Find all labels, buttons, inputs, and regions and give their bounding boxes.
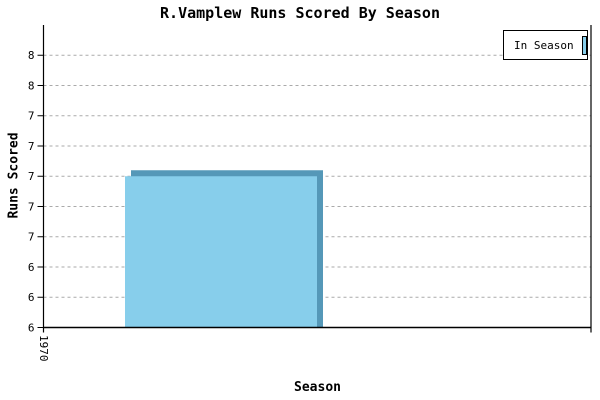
bar-1970-in-season[interactable] <box>125 176 317 328</box>
y-tick-label: 7 <box>28 170 35 183</box>
y-tick-label: 6 <box>28 291 35 304</box>
y-tick-label: 7 <box>28 200 35 213</box>
legend-item-label: In Season <box>514 38 574 52</box>
chart-title: R.Vamplew Runs Scored By Season <box>160 4 440 22</box>
y-tick-label: 7 <box>28 110 35 123</box>
x-axis-title: Season <box>294 380 341 395</box>
y-tick-label: 7 <box>28 231 35 244</box>
legend-swatch-icon <box>581 35 587 55</box>
y-tick-label: 7 <box>28 140 35 153</box>
y-tick-label: 8 <box>28 79 35 92</box>
y-tick-label: 8 <box>28 49 35 62</box>
legend: In Season <box>503 30 588 60</box>
y-tick-label: 6 <box>28 321 35 334</box>
y-axis-title: Runs Scored <box>6 132 22 219</box>
y-tick-label: 6 <box>28 261 35 274</box>
x-tick-label: 1970 <box>37 335 50 362</box>
